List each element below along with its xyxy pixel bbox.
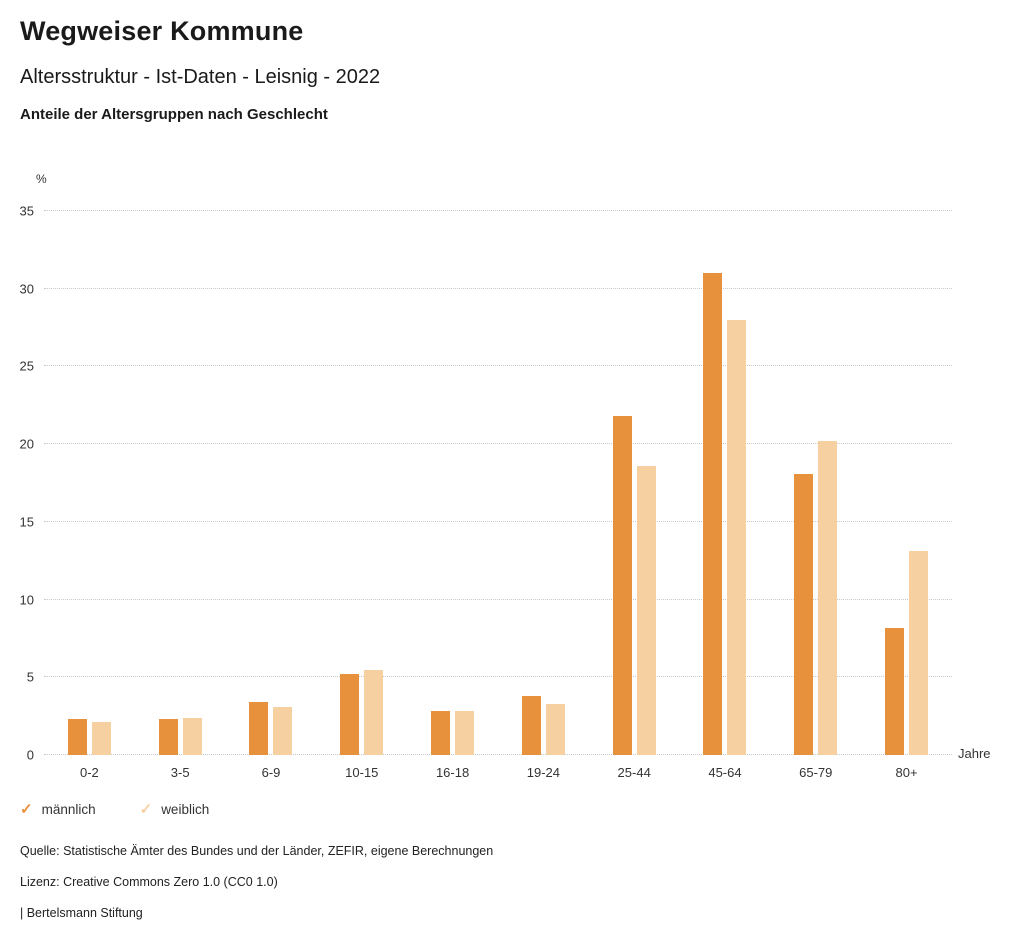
bar-weiblich-19-24 <box>545 703 565 755</box>
y-tick-label-0: 0 <box>26 747 34 763</box>
page-title: Wegweiser Kommune <box>20 16 304 46</box>
chart-legend: ✓ männlich ✓ weiblich <box>20 802 209 817</box>
bar-group-3-5 <box>135 211 226 755</box>
bar-männlich-65-79 <box>794 473 814 755</box>
bar-group-16-18 <box>407 211 498 755</box>
bar-weiblich-3-5 <box>182 717 202 755</box>
bar-männlich-19-24 <box>521 695 541 755</box>
y-tick-label-25: 25 <box>19 358 34 374</box>
x-tick-label-6-9: 6-9 <box>261 765 281 780</box>
bar-group-6-9 <box>226 211 317 755</box>
y-tick-label-20: 20 <box>19 436 34 452</box>
legend-item-weiblich[interactable]: ✓ weiblich <box>140 802 210 817</box>
bar-männlich-45-64 <box>703 273 723 755</box>
gridline-0 <box>44 754 952 755</box>
source-text: Quelle: Statistische Ämter des Bundes un… <box>20 844 494 858</box>
chart-subtitle: Anteile der Altersgruppen nach Geschlech… <box>20 106 328 123</box>
x-tick-label-10-15: 10-15 <box>345 765 379 780</box>
x-axis-labels: 0-2 3-5 6-9 10-15 16-18 19-24 25-44 45-64 65-79 8… <box>44 765 952 780</box>
gridline-20 <box>44 443 952 445</box>
bar-weiblich-80+ <box>909 551 929 755</box>
license-text: Lizenz: Creative Commons Zero 1.0 (CC0 1… <box>20 875 278 889</box>
bar-männlich-16-18 <box>431 711 451 755</box>
checkmark-icon: ✓ <box>139 801 153 818</box>
x-tick-label-45-64: 45-64 <box>708 765 742 780</box>
bar-weiblich-65-79 <box>818 441 838 755</box>
chart-title: Altersstruktur - Ist-Daten - Leisnig - 2… <box>20 66 381 88</box>
x-tick-label-0-2: 0-2 <box>80 765 99 780</box>
bar-weiblich-10-15 <box>364 669 384 755</box>
bar-group-0-2 <box>44 211 135 755</box>
x-tick-label-65-79: 65-79 <box>799 765 833 780</box>
x-tick-label-19-24: 19-24 <box>526 765 560 780</box>
bar-group-80+ <box>861 211 952 755</box>
y-tick-label-5: 5 <box>26 669 34 685</box>
bar-group-65-79 <box>770 211 861 755</box>
y-axis-unit-label: % <box>36 172 47 186</box>
x-tick-label-16-18: 16-18 <box>435 765 470 780</box>
bar-männlich-3-5 <box>158 719 178 755</box>
x-tick-label-80+: 80+ <box>895 765 918 780</box>
y-tick-label-35: 35 <box>19 203 34 219</box>
bar-group-25-44 <box>589 211 680 755</box>
y-tick-label-30: 30 <box>19 281 34 297</box>
x-tick-label-3-5: 3-5 <box>170 765 190 780</box>
legend-item-männlich[interactable]: ✓ männlich <box>20 802 96 817</box>
bar-group-19-24 <box>498 211 589 755</box>
bar-männlich-25-44 <box>612 416 632 755</box>
bar-männlich-6-9 <box>249 702 269 755</box>
bar-group-45-64 <box>680 211 771 755</box>
x-tick-label-25-44: 25-44 <box>617 765 651 780</box>
bar-männlich-0-2 <box>67 719 87 755</box>
checkmark-icon: ✓ <box>20 801 33 818</box>
gridline-25 <box>44 365 952 367</box>
gridline-5 <box>44 676 952 678</box>
attribution-text: | Bertelsmann Stiftung <box>20 906 143 920</box>
x-axis-unit-label: Jahre <box>958 746 991 761</box>
legend-label: weiblich <box>161 802 210 817</box>
bar-groups <box>44 211 952 755</box>
gridline-35 <box>44 210 952 211</box>
bar-weiblich-45-64 <box>727 319 747 755</box>
bar-männlich-10-15 <box>340 674 360 755</box>
y-tick-label-15: 15 <box>19 514 34 530</box>
bar-chart-plot-area: 0 5 10 15 20 25 30 35 <box>20 204 952 763</box>
y-tick-label-10: 10 <box>19 592 34 608</box>
bar-männlich-80+ <box>885 627 905 755</box>
gridline-30 <box>44 287 952 289</box>
bar-weiblich-16-18 <box>455 711 475 755</box>
bar-weiblich-25-44 <box>636 465 656 755</box>
bar-weiblich-6-9 <box>273 706 293 755</box>
gridline-10 <box>44 598 952 600</box>
bar-weiblich-0-2 <box>91 722 111 755</box>
gridline-15 <box>44 520 952 522</box>
legend-label: männlich <box>41 802 96 817</box>
bar-group-10-15 <box>316 211 407 755</box>
